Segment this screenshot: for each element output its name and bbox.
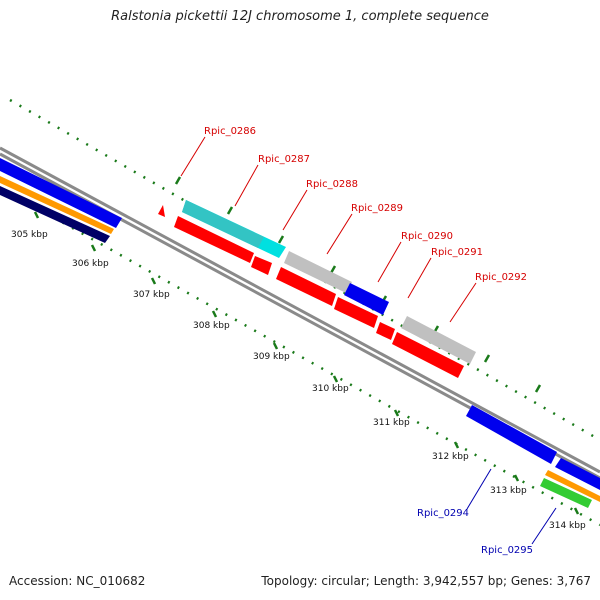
gene-rpic-0288a [174, 216, 254, 263]
gene-label-rpic-0295[interactable]: Rpic_0295 [481, 545, 533, 556]
gene-blue-left [0, 158, 122, 228]
scale-label-312: 312 kbp [432, 452, 469, 462]
gene-rpic-0286 [158, 205, 165, 217]
gene-label-rpic-0294[interactable]: Rpic_0294 [417, 508, 469, 519]
gene-blue-right [555, 458, 600, 490]
scale-label-306: 306 kbp [72, 259, 109, 269]
accession-text: Accession: NC_010682 [9, 574, 146, 588]
backbone-outer-line [0, 146, 600, 474]
gene-label-rpic-0290[interactable]: Rpic_0290 [401, 231, 453, 242]
label-leaders [180, 136, 477, 323]
scale-label-308: 308 kbp [193, 321, 230, 331]
scale-label-311: 311 kbp [373, 418, 410, 428]
gene-rpic-0291b [376, 322, 395, 340]
scale-label-309: 309 kbp [253, 352, 290, 362]
gene-orange-left [0, 176, 114, 234]
gene-label-rpic-0289[interactable]: Rpic_0289 [351, 203, 403, 214]
gene-navy-left [0, 186, 110, 243]
gene-rpic-0289 [284, 251, 352, 293]
gene-rpic-0295-green [540, 478, 592, 508]
gene-label-rpic-0287[interactable]: Rpic_0287 [258, 154, 310, 165]
gene-rpic-0291a [334, 297, 378, 328]
scale-label-313: 313 kbp [490, 486, 527, 496]
gene-red-0289-lower [276, 267, 336, 306]
gene-label-rpic-0286[interactable]: Rpic_0286 [204, 126, 256, 137]
gene-rpic-0292 [401, 316, 476, 364]
gene-rpic-0295-orange [545, 470, 600, 502]
gene-rpic-0290 [344, 283, 389, 315]
gene-label-rpic-0288[interactable]: Rpic_0288 [306, 179, 358, 190]
gene-rpic-0287-shade [182, 200, 264, 248]
gene-label-rpic-0292[interactable]: Rpic_0292 [475, 272, 527, 283]
scale-label-310: 310 kbp [312, 384, 349, 394]
gene-label-rpic-0291[interactable]: Rpic_0291 [431, 247, 483, 258]
outer-major-ticks [174, 176, 542, 393]
topology-text: Topology: circular; Length: 3,942,557 bp… [261, 574, 591, 588]
scale-label-314: 314 kbp [549, 521, 586, 531]
gene-red-0292-lower [392, 332, 464, 378]
inner-tick-ring [4, 188, 600, 527]
scale-label-307: 307 kbp [133, 290, 170, 300]
scale-label-305: 305 kbp [11, 230, 48, 240]
gene-rpic-0288b [251, 256, 272, 275]
map-title: Ralstonia pickettii 12J chromosome 1, co… [111, 9, 489, 24]
label-leaders-blue [466, 468, 557, 545]
inner-major-ticks [33, 211, 580, 515]
gene-rpic-0294 [466, 405, 557, 464]
